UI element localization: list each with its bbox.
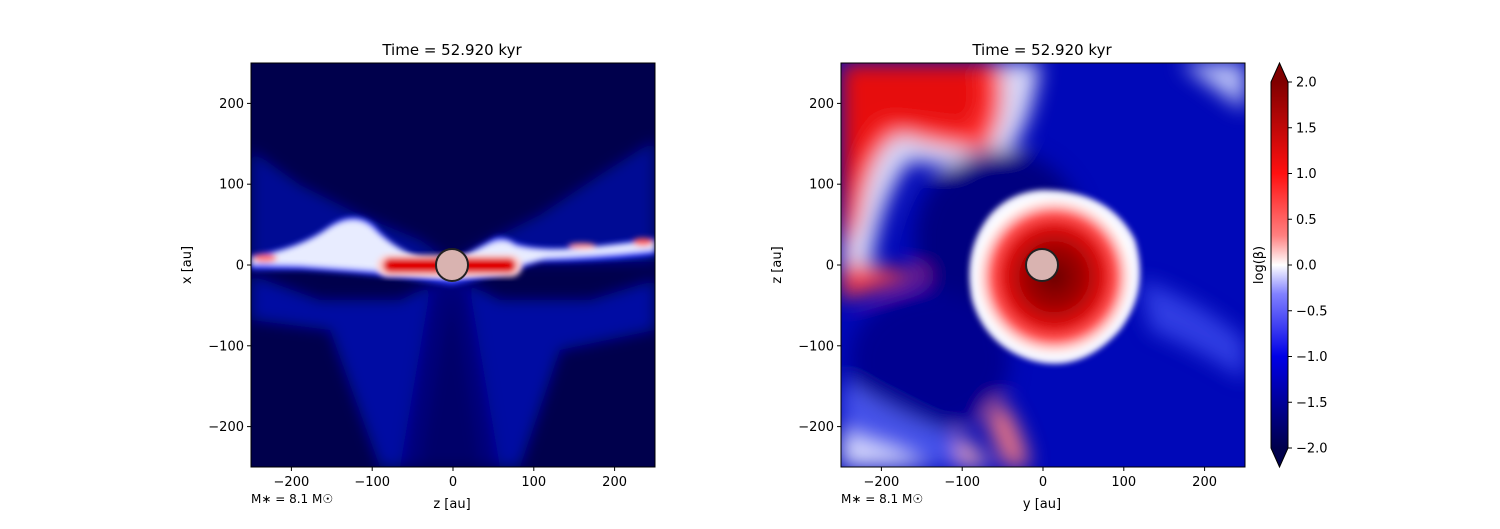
colorbar-tick-label: −0.5 <box>1296 304 1328 319</box>
left-ytick-label: 200 <box>219 97 244 112</box>
left-ytick-label: −200 <box>208 420 244 435</box>
right-ytick-label: 200 <box>809 97 834 112</box>
right-xtick-label: −100 <box>944 475 980 490</box>
left-ytick-label: 0 <box>236 259 244 274</box>
left-panel: Time = 52.920 kyr <box>180 41 656 512</box>
colorbar-tick-label: 2.0 <box>1296 76 1317 91</box>
right-xtick-label: 100 <box>1111 475 1136 490</box>
left-ytick-label: 100 <box>219 178 244 193</box>
colorbar-tick-label: 0.0 <box>1296 259 1317 274</box>
right-ytick-label: −100 <box>798 339 834 354</box>
right-mass-annotation: M∗ = 8.1 M☉ <box>841 492 923 506</box>
right-xtick-label: 200 <box>1192 475 1217 490</box>
left-title: Time = 52.920 kyr <box>381 41 522 59</box>
colorbar-extend-bottom <box>1271 448 1288 467</box>
colorbar-tick-label: 1.0 <box>1296 167 1317 182</box>
colorbar-ticks: 2.0 1.5 1.0 0.5 0.0 −0.5 −1.0 −1.5 −2.0 <box>1288 76 1328 457</box>
colorbar-extend-top <box>1271 63 1288 82</box>
right-xtick-label: −200 <box>864 475 900 490</box>
left-heatmap <box>251 63 655 467</box>
colorbar-tick-label: −2.0 <box>1296 442 1328 457</box>
left-xlabel: z [au] <box>433 497 470 512</box>
left-xtick-label: 200 <box>602 475 627 490</box>
left-ticks: −200 −100 0 100 200 −200 −100 0 100 200 <box>208 97 627 490</box>
right-xtick-label: 0 <box>1039 475 1047 490</box>
right-panel: Time = 52.920 kyr <box>770 41 1246 512</box>
left-xtick-label: 100 <box>521 475 546 490</box>
right-heatmap <box>841 63 1245 467</box>
left-star-marker <box>435 248 469 282</box>
colorbar: 2.0 1.5 1.0 0.5 0.0 −0.5 −1.0 −1.5 −2.0 log(β) <box>1252 61 1328 469</box>
right-ylabel: z [au] <box>770 246 785 283</box>
colorbar-tick-label: 0.5 <box>1296 213 1317 228</box>
colorbar-gradient <box>1271 82 1288 448</box>
right-ytick-label: −200 <box>798 420 834 435</box>
left-xtick-label: 0 <box>449 475 457 490</box>
colorbar-tick-label: 1.5 <box>1296 121 1317 136</box>
right-ytick-label: 0 <box>826 259 834 274</box>
left-mass-annotation: M∗ = 8.1 M☉ <box>251 492 333 506</box>
left-ytick-label: −100 <box>208 339 244 354</box>
left-ylabel: x [au] <box>180 246 195 284</box>
right-xlabel: y [au] <box>1023 497 1061 512</box>
colorbar-tick-label: −1.5 <box>1296 396 1328 411</box>
right-ytick-label: 100 <box>809 178 834 193</box>
left-xtick-label: −100 <box>354 475 390 490</box>
left-xtick-label: −200 <box>274 475 310 490</box>
right-ticks: −200 −100 0 100 200 −200 −100 0 100 200 <box>798 97 1217 490</box>
right-title: Time = 52.920 kyr <box>971 41 1112 59</box>
right-star-marker <box>1025 248 1059 282</box>
colorbar-label: log(β) <box>1252 246 1267 284</box>
colorbar-tick-label: −1.0 <box>1296 350 1328 365</box>
